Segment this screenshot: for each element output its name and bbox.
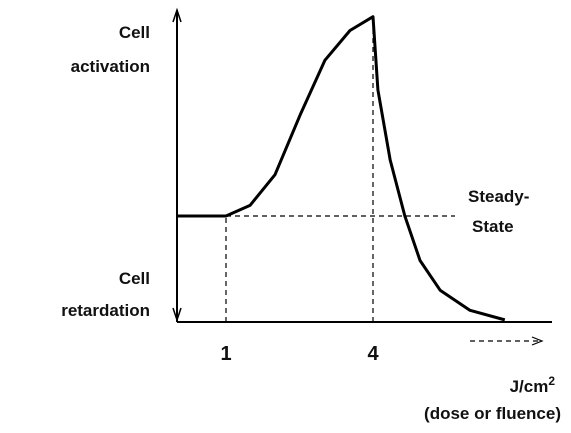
- x-tick-label: 1: [220, 343, 231, 365]
- annotation: activation: [71, 57, 150, 76]
- y-arrow-top: [172, 7, 182, 23]
- annotation: retardation: [61, 301, 150, 320]
- x-label-superscript: 2: [548, 374, 555, 388]
- x-label: J/cm2: [510, 374, 556, 396]
- x-label-unit: J/cm: [510, 377, 549, 396]
- annotation: Steady-: [468, 187, 529, 206]
- x-arrow-head: [531, 336, 544, 346]
- annotation: State: [472, 217, 514, 236]
- x-tick-label: 4: [367, 343, 379, 365]
- curve: [177, 15, 506, 322]
- x-label-caption: (dose or fluence): [424, 404, 561, 423]
- y-arrow-bottom: [172, 307, 182, 323]
- annotation: Cell: [119, 269, 150, 288]
- annotation: Cell: [119, 23, 150, 42]
